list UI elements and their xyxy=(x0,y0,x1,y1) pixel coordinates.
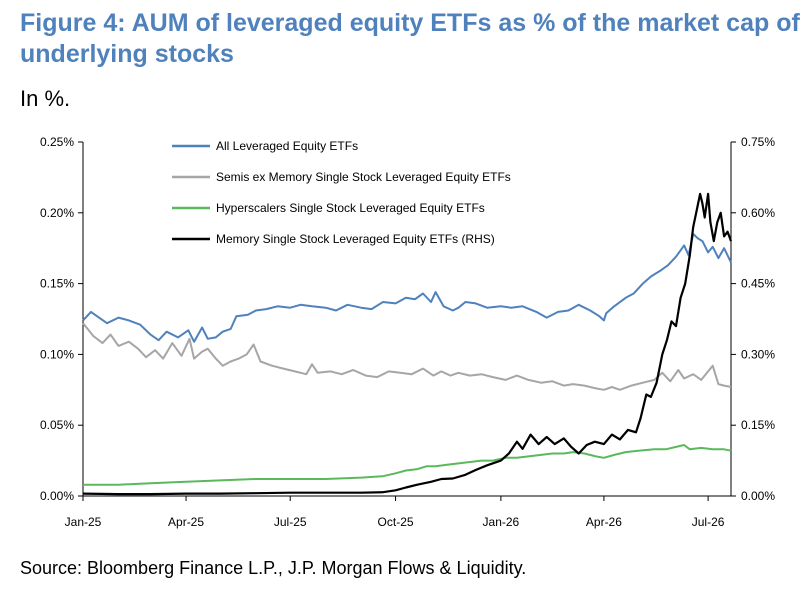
y-right-tick-label: 0.15% xyxy=(741,418,775,432)
x-tick-label: Oct-25 xyxy=(378,515,414,529)
chart-source: Source: Bloomberg Finance L.P., J.P. Mor… xyxy=(20,558,527,578)
chart-subtitle: In %. xyxy=(20,86,71,111)
x-tick-label: Jan-25 xyxy=(65,515,102,529)
y-right-tick-label: 0.30% xyxy=(741,347,775,361)
chart-title: Figure 4: AUM of leveraged equity ETFs a… xyxy=(20,9,800,68)
series-line-3 xyxy=(83,444,732,486)
series-line-4 xyxy=(82,192,733,496)
x-tick-label: Jul-25 xyxy=(274,515,307,529)
y-right-tick-label: 0.00% xyxy=(741,489,775,503)
legend-label-4: Memory Single Stock Leveraged Equity ETF… xyxy=(216,232,495,246)
x-tick-label: Jul-26 xyxy=(692,515,725,529)
y-left-tick-label: 0.00% xyxy=(40,489,74,503)
y-left-tick-label: 0.15% xyxy=(40,277,74,291)
x-tick-label: Apr-25 xyxy=(168,515,204,529)
y-left-tick-label: 0.05% xyxy=(40,418,74,432)
y-left-tick-label: 0.20% xyxy=(40,206,74,220)
legend-label-3: Hyperscalers Single Stock Leveraged Equi… xyxy=(216,201,485,215)
series-line-2 xyxy=(82,322,732,391)
chart-legend: All Leveraged Equity ETFs Semis ex Memory… xyxy=(172,139,511,246)
legend-label-2: Semis ex Memory Single Stock Leveraged E… xyxy=(216,170,511,184)
y-left-tick-label: 0.10% xyxy=(40,347,74,361)
y-right-tick-label: 0.75% xyxy=(741,135,775,149)
legend-label-1: All Leveraged Equity ETFs xyxy=(216,139,358,153)
x-tick-label: Jan-26 xyxy=(483,515,520,529)
y-left-tick-label: 0.25% xyxy=(40,135,74,149)
y-right-tick-label: 0.60% xyxy=(741,206,775,220)
series-line-1 xyxy=(82,233,732,343)
y-right-tick-label: 0.45% xyxy=(741,277,775,291)
chart-axes: 0.00% 0.05% 0.10% 0.15% 0.20% 0.25% 0.00% 0.15%… xyxy=(40,135,775,529)
chart-series xyxy=(82,192,733,496)
x-tick-label: Apr-26 xyxy=(586,515,622,529)
